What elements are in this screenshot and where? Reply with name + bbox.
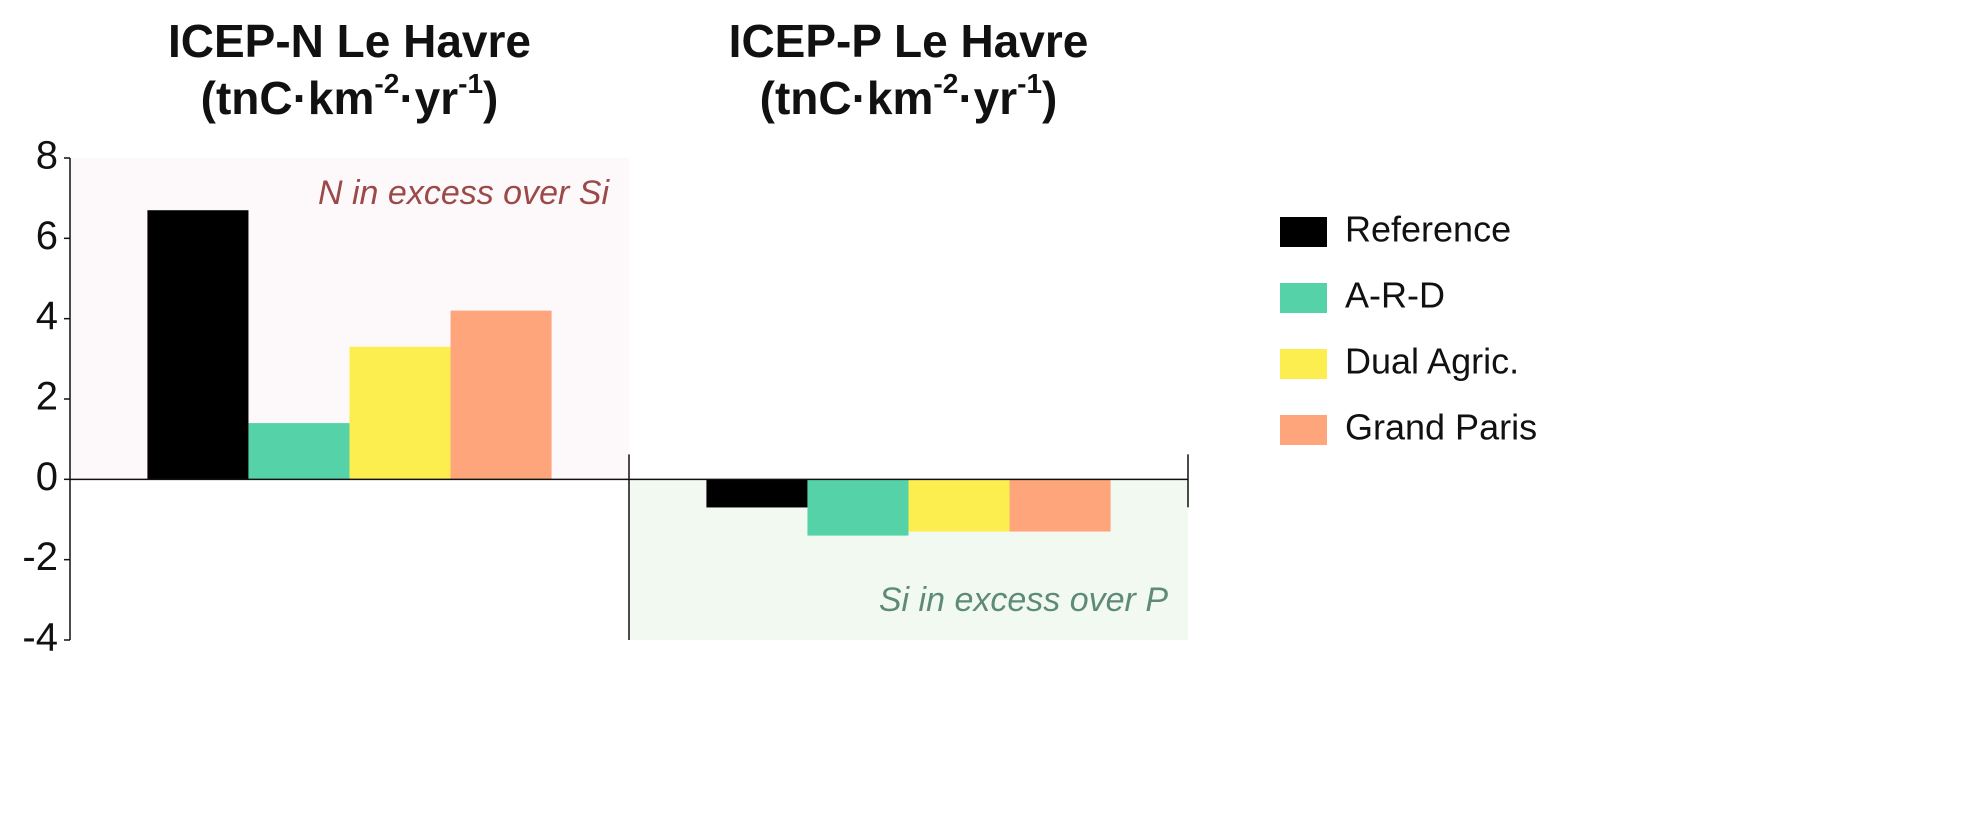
legend-swatch: [1280, 415, 1327, 445]
legend-label: Reference: [1345, 209, 1511, 250]
legend-swatch: [1280, 283, 1327, 313]
unit-part: ): [1042, 72, 1057, 124]
bar: [1009, 479, 1111, 532]
unit-part: -1: [458, 68, 483, 99]
y-tick-label: 8: [36, 134, 58, 178]
y-tick-label: 6: [36, 214, 58, 258]
unit-part: (tnC·km: [760, 72, 934, 124]
legend-label: Grand Paris: [1345, 407, 1537, 448]
y-tick-label: 4: [36, 294, 58, 338]
unit-part: -2: [374, 68, 399, 99]
unit-part: -2: [933, 68, 958, 99]
legend-label: A-R-D: [1345, 275, 1445, 316]
legend-label: Dual Agric.: [1345, 341, 1519, 382]
y-tick-label: -4: [22, 616, 58, 660]
y-tick-label: 0: [36, 455, 58, 499]
legend-swatch: [1280, 217, 1327, 247]
bar: [349, 346, 451, 480]
unit-label: (tnC·km-2·yr-1): [760, 68, 1058, 124]
annotation: N in excess over Si: [318, 174, 610, 212]
bar: [147, 210, 249, 480]
unit-part: ): [483, 72, 498, 124]
bar: [706, 479, 808, 508]
annotation: Si in excess over P: [879, 581, 1168, 619]
chart-title: ICEP-N Le Havre: [168, 15, 531, 67]
bar: [450, 310, 552, 480]
chart-title: ICEP-P Le Havre: [729, 15, 1089, 67]
unit-label: (tnC·km-2·yr-1): [201, 68, 499, 124]
unit-part: ·yr: [958, 72, 1017, 124]
bar: [248, 423, 350, 480]
bar: [807, 479, 909, 536]
unit-part: (tnC·km: [201, 72, 375, 124]
unit-part: ·yr: [399, 72, 458, 124]
legend-swatch: [1280, 349, 1327, 379]
unit-part: -1: [1017, 68, 1042, 99]
y-tick-label: -2: [22, 535, 58, 579]
y-tick-label: 2: [36, 375, 58, 419]
bar: [908, 479, 1010, 532]
